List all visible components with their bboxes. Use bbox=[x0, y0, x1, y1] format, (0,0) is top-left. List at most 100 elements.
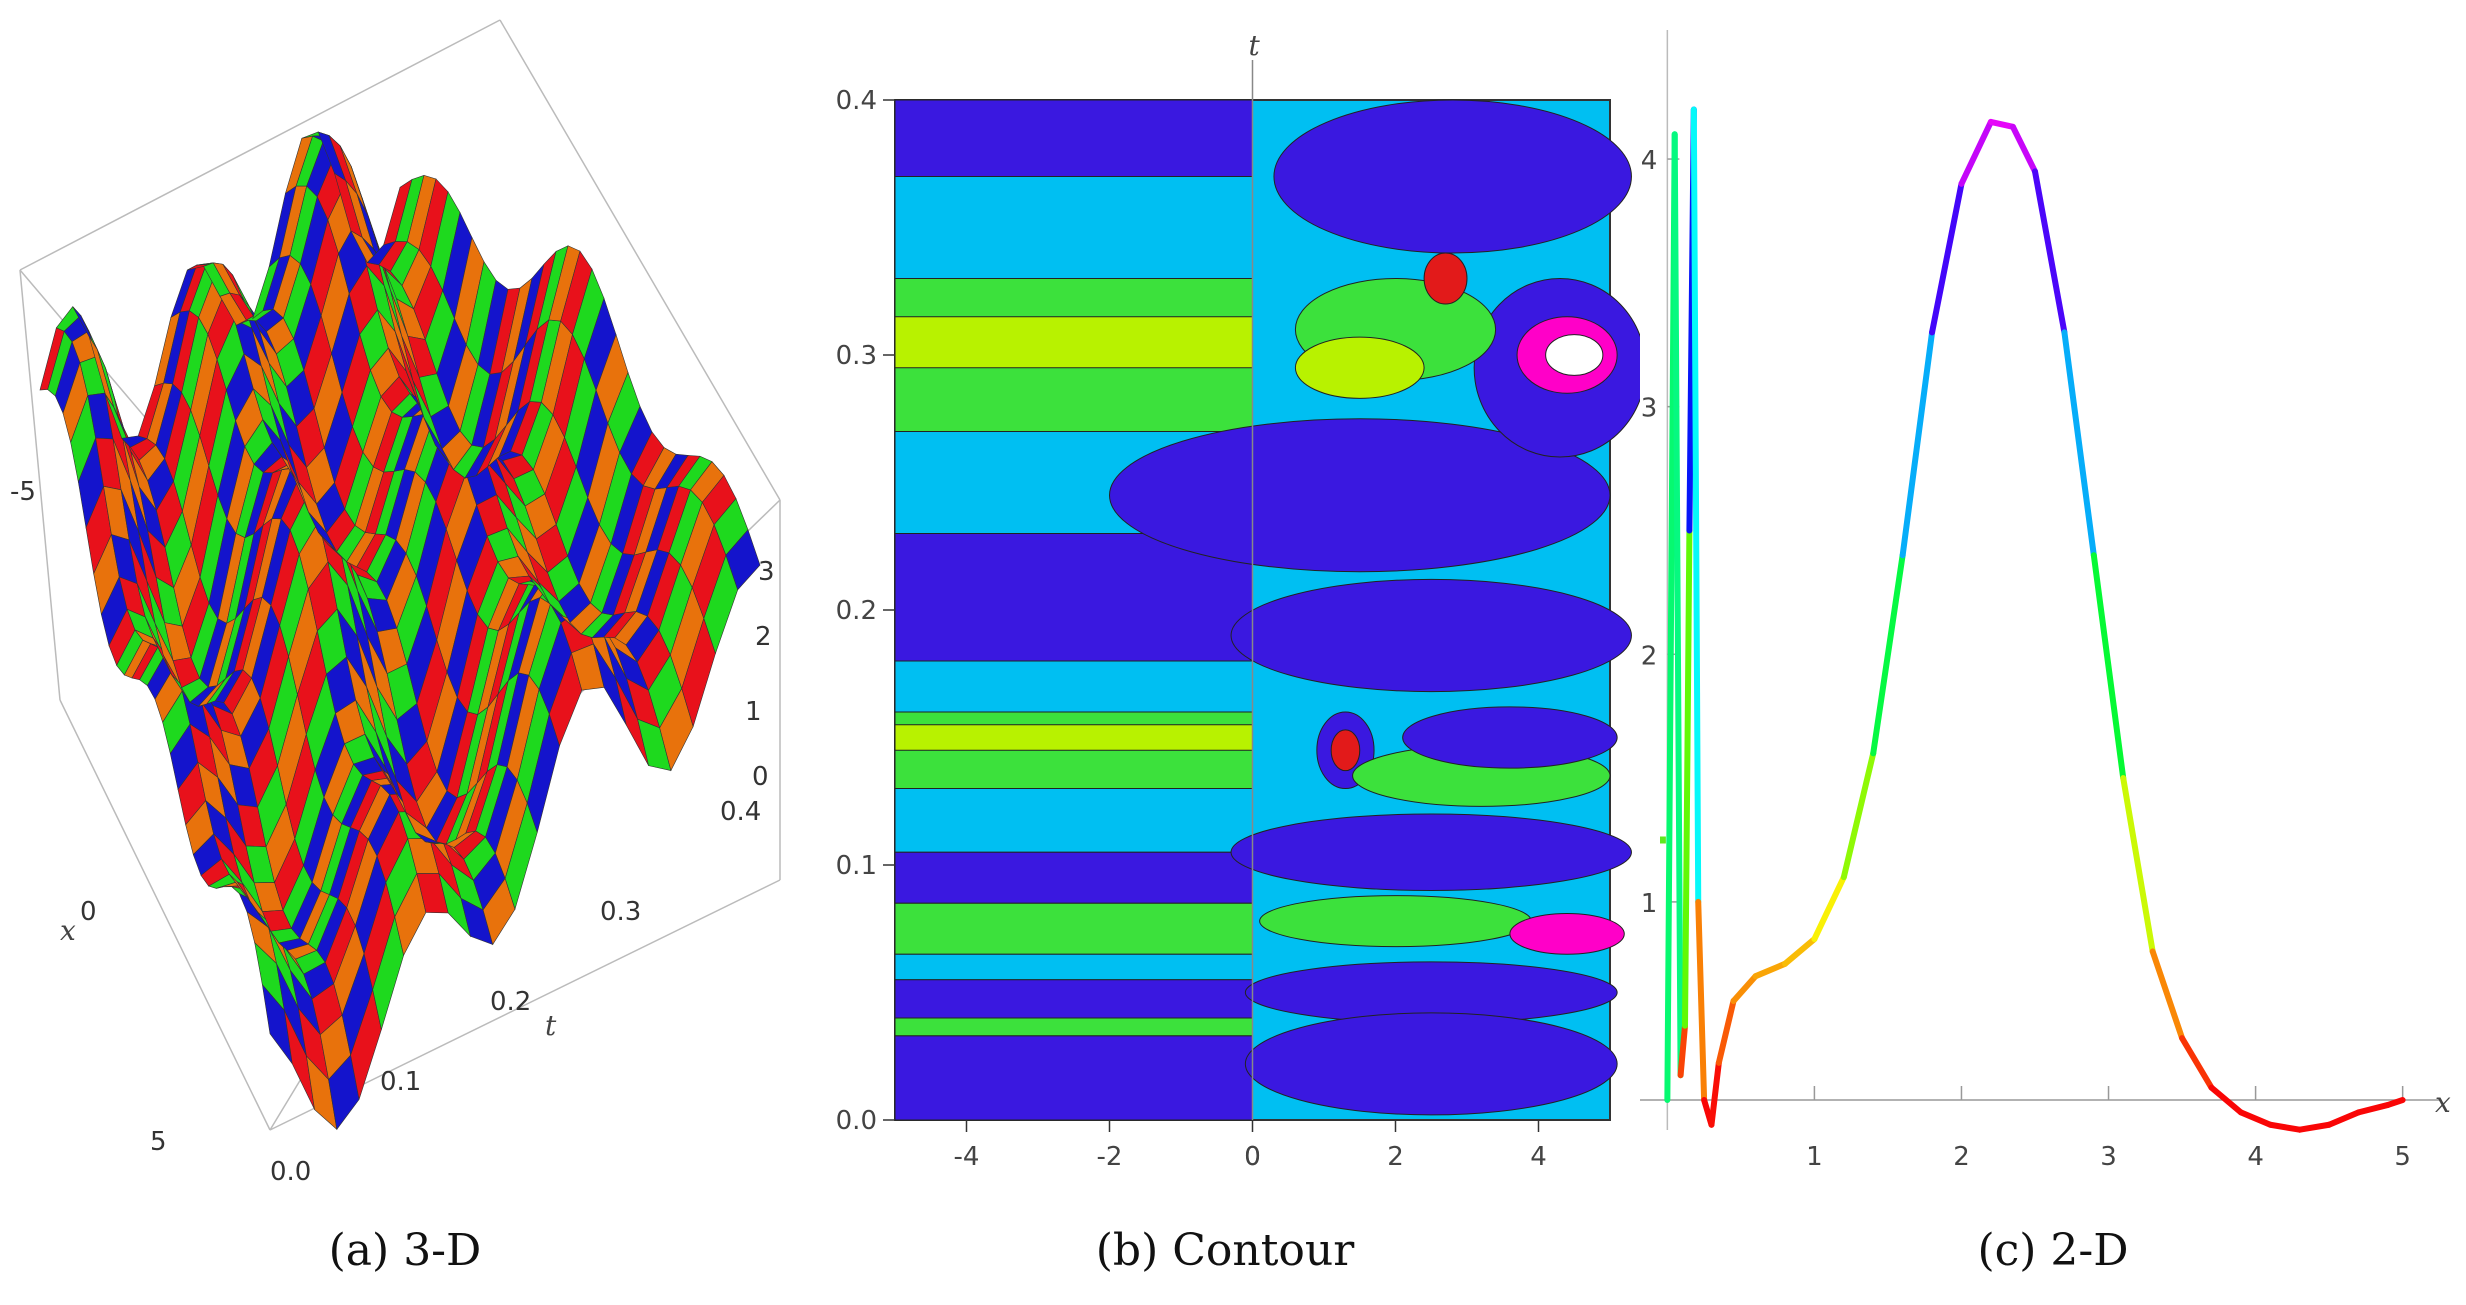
contour-band bbox=[894, 660, 1253, 713]
curve-segment bbox=[2296, 1121, 2333, 1133]
curve bbox=[1664, 106, 2406, 1133]
curve-segment bbox=[1682, 527, 1693, 1029]
contour-level bbox=[1109, 418, 1611, 573]
curve-segment bbox=[1899, 329, 1936, 559]
x-tick-label: -2 bbox=[1097, 1142, 1123, 1172]
curve-segment bbox=[1929, 180, 1965, 336]
contour-band bbox=[894, 99, 1253, 177]
contour-level bbox=[1230, 813, 1632, 891]
surface-patch bbox=[725, 529, 761, 591]
contour-level bbox=[1294, 336, 1425, 399]
contour-band bbox=[894, 533, 1253, 662]
t-axis-label: t bbox=[545, 1009, 557, 1042]
contour-level bbox=[1545, 334, 1604, 376]
contour-right bbox=[1109, 99, 1640, 1116]
z-tick-label: 2 bbox=[755, 622, 772, 652]
contour-band bbox=[894, 953, 1253, 981]
curve-segment bbox=[1958, 118, 1994, 187]
x-tick-label: 0 bbox=[1244, 1142, 1261, 1172]
contour-level bbox=[1273, 99, 1632, 254]
contour-level bbox=[1509, 912, 1625, 955]
panel-contour: t -4 -2 0 2 4 0 0.0 0.1 0.2 0.3 0.4 (b) Contour bbox=[810, 0, 1640, 1305]
curve-segment bbox=[1708, 1059, 1722, 1128]
y-tick-label: 0.0 bbox=[836, 1106, 877, 1136]
curve-segment bbox=[1752, 960, 1788, 980]
y-tick-label: 0.1 bbox=[836, 851, 877, 881]
x-tick-label: 3 bbox=[2100, 1142, 2117, 1172]
curve-segment bbox=[1677, 1022, 1688, 1079]
x-tick-label: 4 bbox=[1530, 1142, 1547, 1172]
z-tick-label: 3 bbox=[758, 557, 775, 587]
surface-plot: -5 0 5 x 0.0 0.1 0.2 0.3 0.4 t 0 1 2 3 bbox=[10, 19, 781, 1187]
x-axis-label: x bbox=[2435, 1086, 2451, 1119]
t-tick-label: 0.4 bbox=[720, 797, 761, 827]
line-plot: x 1 2 3 4 5 2.1 2.2 2.3 2.4 bbox=[1640, 30, 2451, 1172]
curve-segment bbox=[1811, 874, 1847, 943]
contour-level bbox=[1330, 729, 1361, 772]
contour-band bbox=[894, 788, 1253, 853]
y-tick-label: 2.2 bbox=[1640, 641, 1657, 671]
curve-segment bbox=[2355, 1101, 2391, 1116]
contour-level bbox=[1259, 895, 1532, 948]
y-tick-label: 2.4 bbox=[1640, 146, 1657, 176]
contour-band bbox=[894, 316, 1253, 369]
curve-segment bbox=[1695, 898, 1708, 1103]
y-tick-label: 0.2 bbox=[836, 596, 877, 626]
contour-bands bbox=[894, 99, 1253, 1121]
box-edge bbox=[59, 699, 271, 1131]
t-tick-label: 0.1 bbox=[380, 1067, 421, 1097]
curve-segment bbox=[2090, 552, 2127, 782]
x-tick-label: -4 bbox=[954, 1142, 980, 1172]
curve-segment bbox=[2149, 948, 2186, 1042]
x-tick-label: -5 bbox=[10, 477, 36, 507]
contour-band bbox=[894, 851, 1253, 904]
z-tick-label: 1 bbox=[745, 697, 762, 727]
box-edge bbox=[19, 19, 501, 271]
curve-segment bbox=[1987, 118, 2016, 130]
curve-segment bbox=[2208, 1084, 2244, 1116]
contour-band bbox=[894, 1035, 1253, 1121]
t-tick-label: 0.3 bbox=[600, 897, 641, 927]
z-tick-label: 0 bbox=[752, 762, 769, 792]
panel-3d: -5 0 5 x 0.0 0.1 0.2 0.3 0.4 t 0 1 2 3 (a) 3-D bbox=[0, 0, 810, 1305]
curve-segment bbox=[2237, 1109, 2274, 1128]
contour-band bbox=[894, 176, 1253, 279]
curve-segment bbox=[1730, 973, 1759, 1004]
panel-2d: x 1 2 3 4 5 2.1 2.2 2.3 2.4 (c) 2-D bbox=[1640, 0, 2466, 1305]
x-tick-label: 5 bbox=[150, 1127, 167, 1157]
curve-segment bbox=[2032, 168, 2068, 336]
contour-band bbox=[894, 1017, 1253, 1037]
x-tick-label: 5 bbox=[2394, 1142, 2411, 1172]
y-tick-label: 2.3 bbox=[1640, 394, 1657, 424]
curve-segment bbox=[2120, 775, 2156, 955]
t-axis-label: t bbox=[1249, 29, 1261, 62]
contour-plot: t-4 -2 0 2 400.00.10.20.30.4 bbox=[836, 29, 1640, 1172]
contour-level bbox=[1402, 706, 1618, 769]
t-tick-label: 0.0 bbox=[270, 1157, 311, 1187]
curve-segment bbox=[1782, 936, 1818, 967]
y-tick-label: 2.1 bbox=[1640, 889, 1657, 919]
y-tick-label: 0.3 bbox=[836, 341, 877, 371]
contour-band bbox=[894, 724, 1253, 751]
curve-segment bbox=[2009, 123, 2038, 175]
x-tick-label: 0 bbox=[80, 897, 97, 927]
y-tick-label: 0.4 bbox=[836, 86, 877, 116]
x-tick-label: 1 bbox=[1806, 1142, 1823, 1172]
contour-band bbox=[894, 902, 1253, 955]
curve-segment bbox=[1715, 997, 1737, 1066]
curve-segment bbox=[2267, 1121, 2303, 1133]
curve-segment bbox=[2179, 1035, 2215, 1091]
caption-contour: (b) Contour bbox=[1095, 1225, 1355, 1276]
curve-segment bbox=[2384, 1097, 2406, 1108]
contour-level bbox=[1244, 1012, 1618, 1116]
contour-level bbox=[1423, 252, 1468, 305]
curve-segment bbox=[2326, 1109, 2362, 1128]
caption-3d: (a) 3-D bbox=[328, 1225, 482, 1276]
curve-segment bbox=[2061, 329, 2097, 559]
contour-band bbox=[894, 979, 1253, 1019]
contour-level bbox=[1230, 578, 1632, 693]
x-tick-label: 2 bbox=[1953, 1142, 1970, 1172]
curve-segment bbox=[1840, 750, 1877, 881]
x-tick-label: 0 bbox=[1244, 1142, 1261, 1172]
curve-segment bbox=[1870, 552, 1906, 757]
